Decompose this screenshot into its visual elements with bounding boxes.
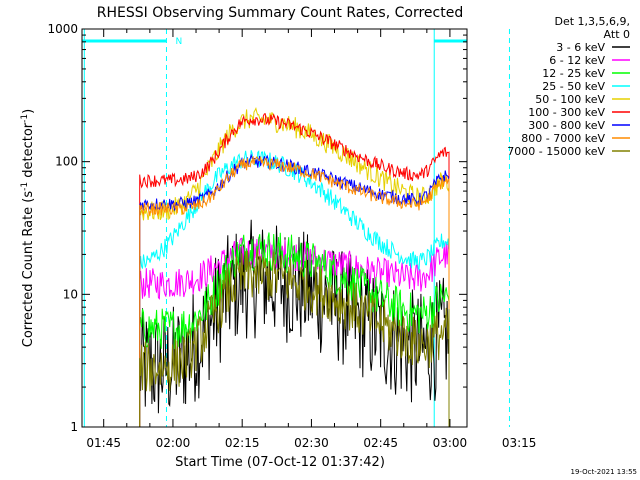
series-line-6 [139,153,450,427]
series-line-5 [139,112,450,427]
y-axis-label: Corrected Count Rate (s-1 detector-1) [20,109,36,347]
x-tick-label: 02:00 [156,436,191,450]
x-axis-label: Start Time (07-Oct-12 01:37:42) [175,455,385,470]
plot-frame [81,28,468,428]
legend-label: 12 - 25 keV [542,67,605,80]
legend-label: 50 - 100 keV [535,93,605,106]
legend-label: 3 - 6 keV [556,41,605,54]
x-tick-label: 01:45 [86,436,121,450]
x-axis: 01:45 02:00 02:15 02:30 02:45 03:00 03:15 [86,29,536,450]
night-marker: N [175,37,182,47]
y-axis-label-end: ) [21,109,36,114]
x-tick-label: 02:30 [294,436,329,450]
y-axis-label-mid: detector [21,122,36,182]
y-tick-label: 1 [70,420,78,434]
legend-label: 300 - 800 keV [528,119,605,132]
legend-subheader: Att 0 [604,28,630,41]
y-tick-label: 100 [55,155,78,169]
legend-label: 7000 - 15000 keV [507,145,605,158]
series-line-8 [139,248,450,427]
x-tick-label: 02:45 [363,436,398,450]
legend-label: 800 - 7000 keV [521,132,605,145]
chart-title: RHESSI Observing Summary Count Rates, Co… [97,5,463,21]
legend-label: 25 - 50 keV [542,80,605,93]
y-axis-label-sup1: -1 [20,182,30,191]
y-axis-label-sup2: -1 [20,114,30,123]
series-layer [139,107,450,427]
legend-label: 6 - 12 keV [549,54,605,67]
legend-label: 100 - 300 keV [528,106,605,119]
x-tick-label: 03:00 [433,436,468,450]
annotation-layer: N [82,29,510,427]
y-axis: 1 10 100 1000 [47,22,467,434]
legend-header: Det 1,3,5,6,9, [554,15,630,28]
footer-timestamp: 19-Oct-2021 13:55 [571,468,637,476]
y-axis-label-main: Corrected Count Rate (s [21,191,36,348]
x-tick-label: 02:15 [225,436,260,450]
series-line-7 [139,155,450,427]
y-tick-label: 10 [63,287,78,301]
y-tick-label: 1000 [47,22,78,36]
x-tick-label: 03:15 [502,436,537,450]
